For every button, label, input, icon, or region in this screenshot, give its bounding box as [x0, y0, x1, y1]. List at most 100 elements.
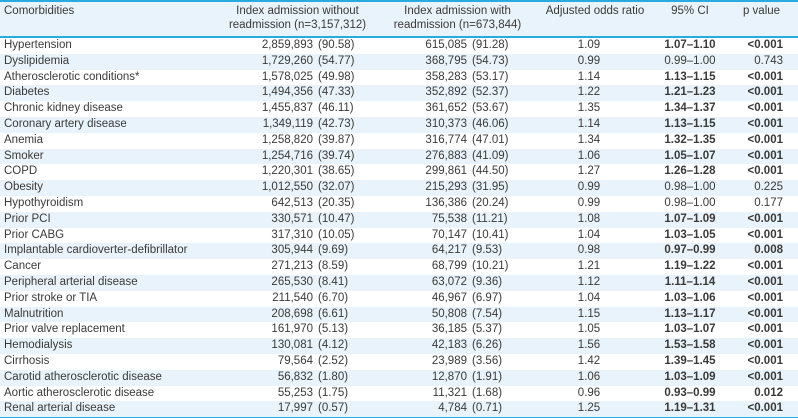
ci-value: 1.53–1.58 — [664, 339, 716, 352]
ci-value: 1.07–1.10 — [664, 39, 716, 51]
without-readmission-value: 161,970 (5.13) — [271, 323, 349, 336]
col-header-index-without-readmission: Index admission without readmission (n=3… — [215, 1, 380, 38]
with-readmission-value: 68,799 (10.21) — [431, 260, 509, 273]
p-value: <0.001 — [747, 402, 784, 415]
ci-value: 1.03–1.05 — [664, 228, 716, 241]
with-readmission-value: 50,808 (7.54) — [431, 307, 503, 320]
comorbidity-name: Anemia — [4, 133, 43, 146]
comorbidity-name: COPD — [4, 165, 38, 178]
ci-value: 0.98–1.00 — [664, 181, 716, 194]
without-readmission-value: 208,698 (6.61) — [271, 307, 349, 320]
adjusted-odds-ratio-value: 0.96 — [577, 386, 601, 399]
with-readmission-value: 36,185 (5.37) — [431, 323, 503, 336]
comorbidity-name: Carotid atherosclerotic disease — [4, 370, 162, 383]
adjusted-odds-ratio-value: 1.21 — [577, 260, 601, 273]
p-value: <0.001 — [747, 117, 784, 130]
adjusted-odds-ratio-value: 1.14 — [577, 70, 601, 83]
without-readmission-value: 2,859,893 (90.58) — [261, 39, 355, 51]
p-value: 0.177 — [754, 196, 783, 209]
comorbidity-name: Obesity — [4, 181, 43, 194]
ci-value: 1.03–1.06 — [664, 291, 716, 304]
p-value: 0.225 — [754, 181, 783, 194]
col-header-comorbidities: Comorbidities — [0, 1, 215, 38]
adjusted-odds-ratio-value: 1.35 — [577, 102, 601, 115]
table-row: Coronary artery disease 1,349,119 (42.73)… — [0, 116, 798, 133]
with-readmission-value: 42,183 (6.26) — [431, 339, 503, 352]
p-value: <0.001 — [747, 70, 784, 83]
ci-value: 0.97–0.99 — [664, 244, 716, 257]
comorbidity-name: Malnutrition — [4, 307, 64, 320]
without-readmission-value: 56,832 (1.80) — [277, 370, 349, 383]
p-value: <0.001 — [747, 165, 784, 178]
col-header-95-ci: 95% CI — [655, 1, 725, 38]
ci-value: 1.39–1.45 — [664, 354, 716, 367]
ci-value: 0.99–1.00 — [664, 54, 716, 67]
with-readmission-value: 299,861 (44.50) — [425, 165, 509, 178]
p-value: <0.001 — [747, 339, 784, 352]
p-value: <0.001 — [747, 86, 784, 99]
table-row: Hypertension 2,859,893 (90.58) 615,085 (91… — [0, 37, 798, 54]
without-readmission-value: 1,578,025 (49.98) — [261, 70, 355, 83]
comorbidity-name: Chronic kidney disease — [4, 102, 123, 115]
ci-value: 1.13–1.15 — [664, 117, 716, 130]
ci-value: 1.03–1.09 — [664, 370, 716, 383]
without-readmission-value: 79,564 (2.52) — [277, 354, 349, 367]
header-row: Comorbidities Index admission without re… — [0, 1, 798, 38]
with-readmission-value: 276,883 (41.09) — [425, 149, 509, 162]
comorbidity-name: Coronary artery disease — [4, 117, 127, 130]
adjusted-odds-ratio-value: 0.98 — [577, 244, 601, 257]
ci-value: 1.19–1.31 — [664, 402, 716, 415]
table-row: Smoker 1,254,716 (39.74) 276,883 (41.09) 1… — [0, 148, 798, 165]
table-row: Anemia 1,258,820 (39.87) 316,774 (47.01) 1… — [0, 133, 798, 149]
p-value: <0.001 — [747, 307, 784, 320]
table-row: Prior PCI 330,571 (10.47) 75,538 (11.21) 1… — [0, 211, 798, 228]
with-readmission-value: 70,147 (10.41) — [431, 228, 509, 241]
comorbidity-name: Cirrhosis — [4, 354, 50, 367]
table-row: Prior stroke or TIA 211,540 (6.70) 46,967… — [0, 291, 798, 307]
with-readmission-value: 352,892 (52.37) — [425, 86, 509, 99]
ci-value: 1.26–1.28 — [664, 165, 716, 178]
table-header: Comorbidities Index admission without re… — [0, 1, 798, 38]
table-row: Dyslipidemia 1,729,260 (54.77) 368,795 (54… — [0, 53, 798, 70]
p-value: <0.001 — [747, 354, 784, 367]
without-readmission-value: 1,254,716 (39.74) — [261, 149, 355, 162]
without-readmission-value: 1,455,837 (46.11) — [261, 102, 354, 115]
p-value: <0.001 — [747, 149, 784, 162]
table-row: COPD 1,220,301 (38.65) 299,861 (44.50) 1.2… — [0, 164, 798, 180]
ci-value: 1.13–1.15 — [664, 70, 716, 83]
p-value: <0.001 — [747, 228, 784, 241]
table-row: Prior CABG 317,310 (10.05) 70,147 (10.41) … — [0, 228, 798, 244]
col-header-index-with-readmission: Index admission with readmission (n=673,… — [380, 1, 535, 38]
p-value: <0.001 — [747, 133, 784, 146]
ci-value: 1.19–1.22 — [664, 260, 716, 273]
adjusted-odds-ratio-value: 1.25 — [577, 402, 601, 415]
adjusted-odds-ratio-value: 0.99 — [577, 196, 601, 209]
without-readmission-value: 130,081 (4.12) — [271, 339, 349, 352]
comorbidity-name: Atherosclerotic conditions* — [4, 70, 140, 83]
with-readmission-value: 310,373 (46.06) — [425, 117, 509, 130]
without-readmission-value: 642,513 (20.35) — [271, 196, 355, 209]
adjusted-odds-ratio-value: 0.99 — [577, 181, 601, 194]
ci-value: 1.21–1.23 — [664, 86, 716, 99]
adjusted-odds-ratio-value: 1.09 — [577, 39, 601, 51]
table-row: Hypothyroidism 642,513 (20.35) 136,386 (20… — [0, 196, 798, 212]
with-readmission-value: 215,293 (31.95) — [425, 181, 509, 194]
with-readmission-value: 615,085 (91.28) — [425, 39, 509, 51]
table-row: Renal arterial disease 17,997 (0.57) 4,78… — [0, 401, 798, 418]
adjusted-odds-ratio-value: 1.05 — [577, 323, 601, 336]
p-value: <0.001 — [747, 212, 784, 225]
comorbidity-name: Cancer — [4, 260, 42, 273]
comorbidity-name: Peripheral arterial disease — [4, 275, 138, 288]
comorbidity-name: Prior PCI — [4, 212, 51, 225]
adjusted-odds-ratio-value: 1.15 — [577, 307, 601, 320]
p-value: <0.001 — [747, 275, 784, 288]
adjusted-odds-ratio-value: 1.06 — [577, 370, 601, 383]
col-header-adjusted-odds-ratio: Adjusted odds ratio — [535, 1, 655, 38]
table-row: Malnutrition 208,698 (6.61) 50,808 (7.54) … — [0, 306, 798, 323]
table-row: Implantable cardioverter-defibrillator 3… — [0, 243, 798, 260]
ci-value: 0.98–1.00 — [664, 196, 716, 209]
without-readmission-value: 271,213 (8.59) — [271, 260, 349, 273]
table-row: Aortic atherosclerotic disease 55,253 (1.… — [0, 386, 798, 402]
